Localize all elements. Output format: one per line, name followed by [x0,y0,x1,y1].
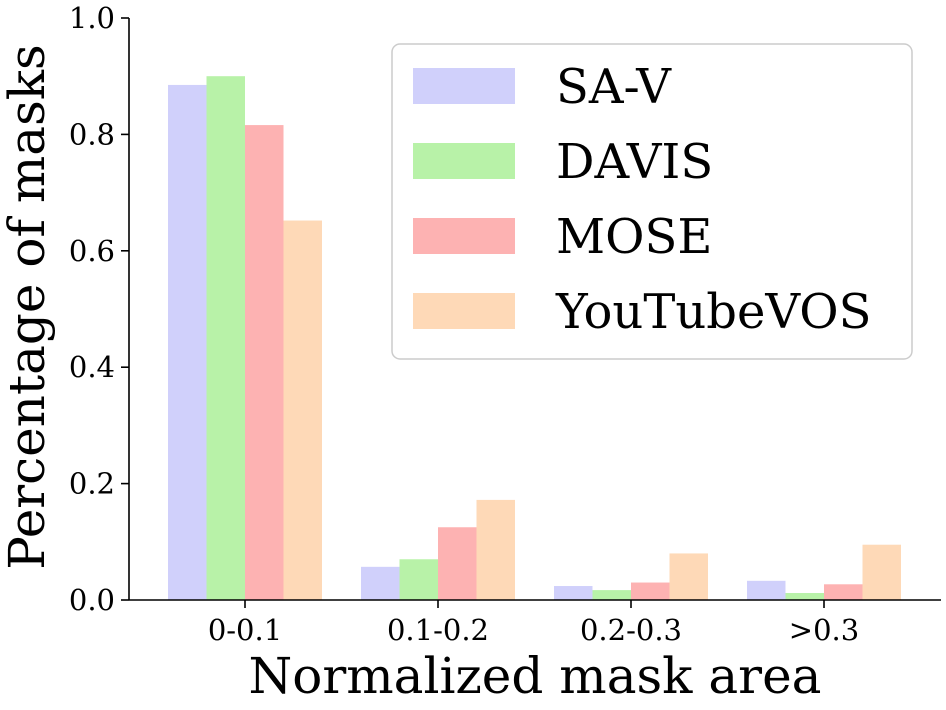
bar-mose-0 [245,125,284,600]
legend-swatch-youtubevos [413,293,515,329]
axes-group [128,18,941,601]
bar-davis-0 [206,76,245,600]
y-tick-label: 1.0 [69,1,115,35]
y-tick-label: 0.2 [69,467,115,501]
bar-davis-2 [592,590,631,600]
bar-youtubevos-1 [476,499,515,600]
x-tick-label: 0.2-0.3 [580,613,682,647]
bar-sa-v-0 [168,84,207,601]
y-axis-label: Percentage of masks [0,44,56,569]
legend-label-davis: DAVIS [556,134,713,190]
bar-sa-v-1 [361,566,400,600]
x-tick-label: 0-0.1 [208,613,282,647]
legend-swatch-sa-v [413,68,515,104]
bar-sa-v-2 [554,586,593,600]
y-tick-label: 0.6 [69,234,115,268]
bar-youtubevos-0 [283,220,322,600]
bar-davis-3 [785,593,824,600]
legend-label-mose: MOSE [556,209,712,265]
bar-mose-2 [631,582,670,600]
x-tick-label: >0.3 [789,613,859,647]
legend-label-youtubevos: YouTubeVOS [555,284,871,340]
bars-group [168,76,901,601]
x-ticks-group: 0-0.1 0.1-0.2 0.2-0.3 >0.3 [208,600,859,647]
x-tick-label: 0.1-0.2 [387,613,489,647]
bar-mose-3 [824,584,863,600]
legend-frame [391,43,913,360]
legend: SA-V DAVIS MOSE YouTubeVOS [391,43,913,360]
y-tick-label: 0.0 [69,583,115,617]
y-tick-label: 0.8 [69,117,115,151]
bar-sa-v-3 [747,580,786,600]
y-ticks-group: 0.0 0.2 0.4 0.6 0.8 1.0 [69,1,129,617]
legend-swatch-davis [413,143,515,179]
bar-davis-1 [399,559,438,600]
bar-mose-1 [438,527,477,600]
bar-youtubevos-2 [669,553,708,600]
y-tick-label: 0.4 [69,350,115,384]
bar-youtubevos-3 [862,544,901,600]
x-axis-label: Normalized mask area [249,647,822,705]
legend-swatch-mose [413,218,515,254]
legend-label-sa-v: SA-V [556,59,672,115]
